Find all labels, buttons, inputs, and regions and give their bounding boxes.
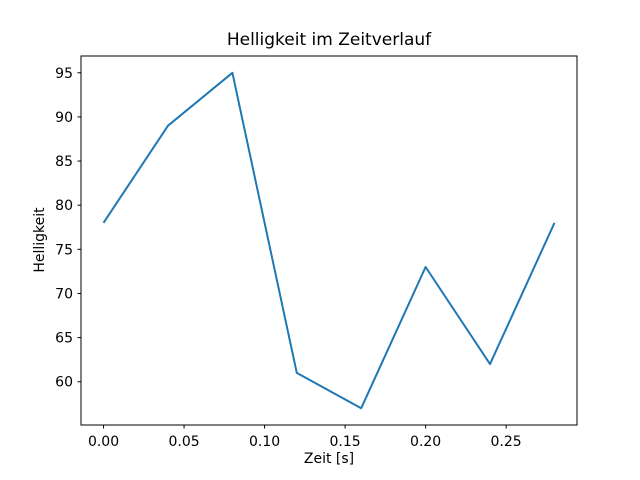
chart-title: Helligkeit im Zeitverlauf bbox=[227, 30, 432, 50]
y-tick-label: 90 bbox=[55, 110, 73, 126]
x-tick-label: 0.25 bbox=[491, 434, 522, 450]
x-tick-label: 0.10 bbox=[249, 434, 280, 450]
y-tick-label: 60 bbox=[55, 375, 73, 391]
y-axis-ticks: 60 65 70 75 80 85 90 95 bbox=[55, 66, 81, 391]
y-tick-label: 75 bbox=[55, 242, 73, 258]
x-tick-label: 0.15 bbox=[330, 434, 361, 450]
y-axis-label: Helligkeit bbox=[32, 207, 48, 273]
x-tick-label: 0.05 bbox=[168, 434, 199, 450]
x-axis-ticks: 0.00 0.05 0.10 0.15 0.20 0.25 bbox=[88, 425, 522, 450]
y-tick-label: 65 bbox=[55, 331, 73, 347]
y-tick-label: 95 bbox=[55, 66, 73, 82]
x-tick-label: 0.20 bbox=[410, 434, 441, 450]
x-axis-label: Zeit [s] bbox=[304, 451, 354, 467]
axes-frame bbox=[80, 55, 578, 426]
y-tick-label: 80 bbox=[55, 198, 73, 214]
data-line bbox=[102, 71, 556, 410]
x-tick-label: 0.00 bbox=[88, 434, 119, 450]
y-tick-label: 70 bbox=[55, 286, 73, 302]
y-tick-label: 85 bbox=[55, 154, 73, 170]
